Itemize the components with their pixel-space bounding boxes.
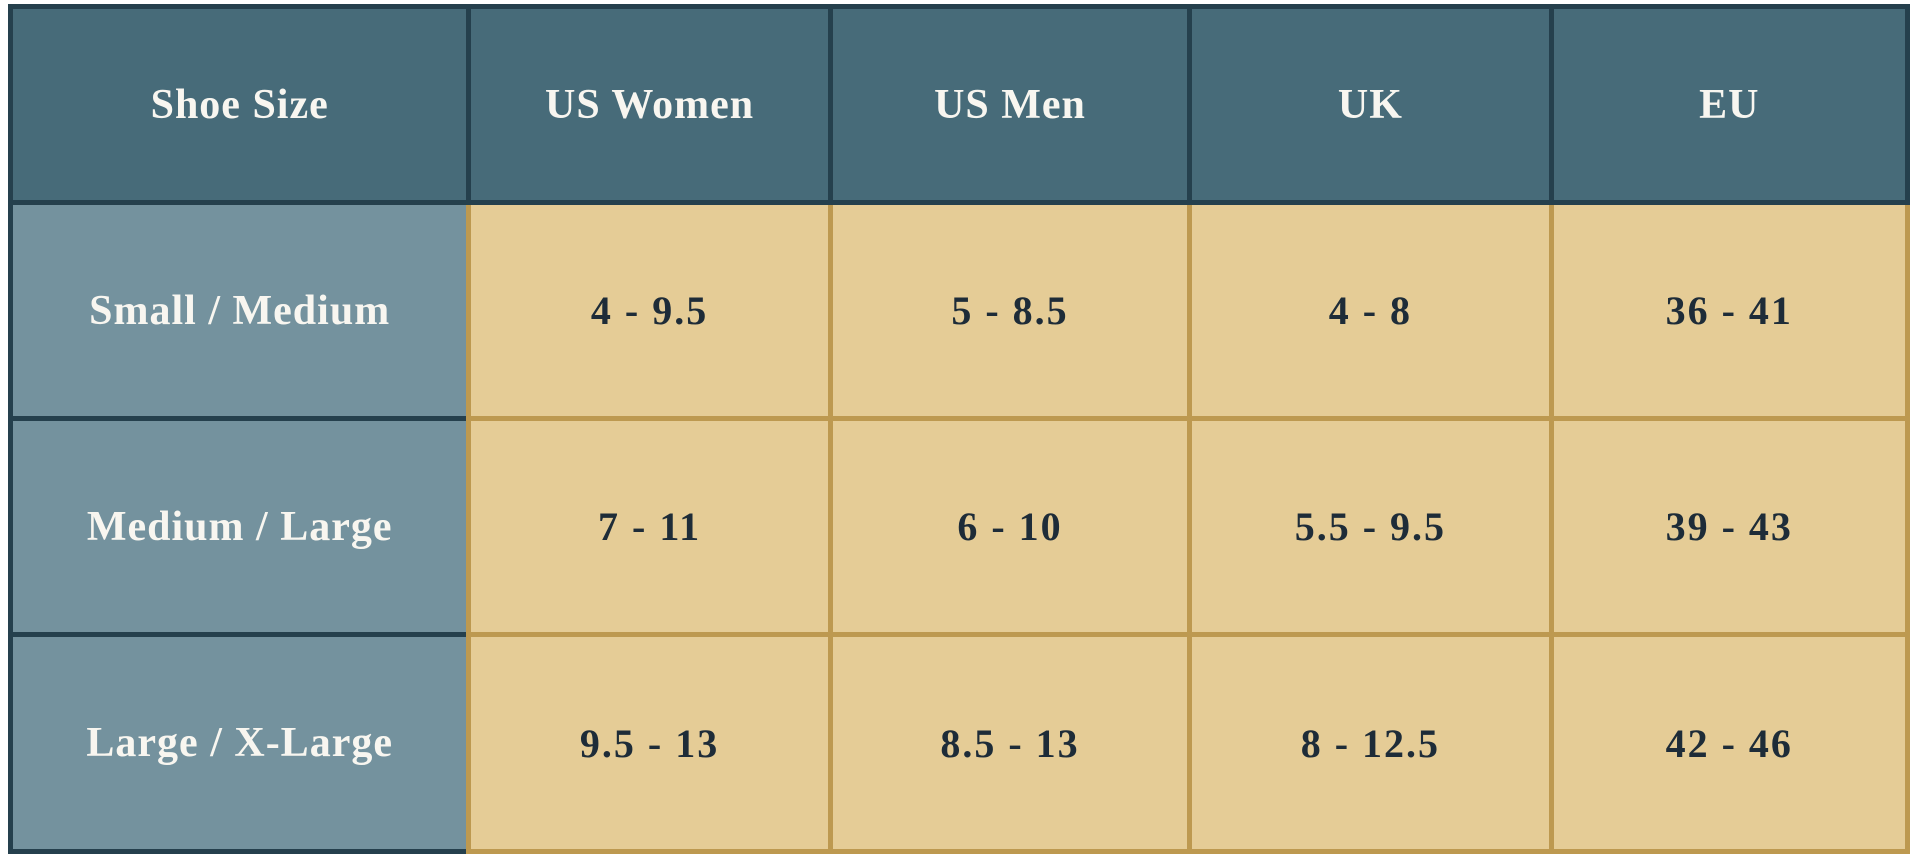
cell-small-medium-uk: 4 - 8 <box>1187 205 1549 422</box>
header-cell-us-men: US Men <box>827 4 1188 206</box>
cell-small-medium-us-men: 5 - 8.5 <box>827 205 1188 422</box>
cell-large-x-large-eu: 42 - 46 <box>1548 637 1910 854</box>
cell-large-x-large-us-men: 8.5 - 13 <box>827 637 1188 854</box>
row-label-medium-large: Medium / Large <box>8 421 467 638</box>
cell-medium-large-eu: 39 - 43 <box>1548 421 1910 638</box>
cell-small-medium-us-women: 4 - 9.5 <box>466 205 828 422</box>
row-label-large-x-large: Large / X-Large <box>8 637 467 854</box>
header-cell-eu: EU <box>1548 4 1910 206</box>
cell-large-x-large-us-women: 9.5 - 13 <box>466 637 828 854</box>
cell-medium-large-us-men: 6 - 10 <box>827 421 1188 638</box>
cell-small-medium-eu: 36 - 41 <box>1548 205 1910 422</box>
row-label-small-medium: Small / Medium <box>8 205 467 422</box>
header-cell-us-women: US Women <box>466 4 828 206</box>
header-cell-uk: UK <box>1187 4 1549 206</box>
cell-large-x-large-uk: 8 - 12.5 <box>1187 637 1549 854</box>
shoe-size-conversion-table: Shoe Size US Women US Men UK EU Small / Mediu… <box>8 4 1910 854</box>
header-cell-shoe-size: Shoe Size <box>8 4 467 206</box>
cell-medium-large-us-women: 7 - 11 <box>466 421 828 638</box>
cell-medium-large-uk: 5.5 - 9.5 <box>1187 421 1549 638</box>
